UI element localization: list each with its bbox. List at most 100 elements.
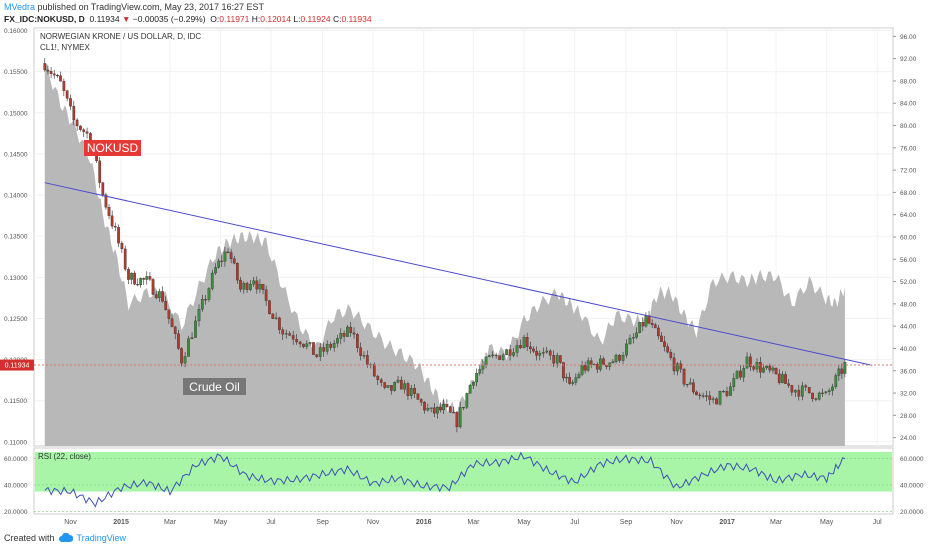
candle-body	[308, 342, 312, 344]
candle-body	[465, 393, 469, 408]
candle-body	[167, 309, 171, 319]
high-value: 0.12014	[260, 14, 291, 24]
candle-body	[840, 368, 844, 374]
candle-body	[325, 343, 329, 352]
candle-body	[711, 398, 715, 400]
candle-body	[725, 390, 729, 396]
candle-body	[245, 283, 249, 290]
candle-body	[742, 368, 746, 378]
right-tick-label: 40.00	[900, 346, 917, 353]
author-link[interactable]: MVedra	[4, 2, 36, 12]
candle-body	[130, 272, 133, 280]
candle-body	[252, 280, 256, 285]
candle-body	[204, 299, 207, 301]
main-price-pane[interactable]: 0.16000 0.15500 0.15000 0.14500 0.14000 0.135…	[0, 27, 917, 514]
x-tick-label: Jul	[873, 519, 882, 526]
candle-body	[242, 283, 246, 290]
candle-body	[484, 356, 488, 365]
candle-body	[555, 355, 559, 364]
candle-body	[831, 386, 834, 391]
candle-body	[356, 334, 359, 348]
x-tick-label: Mar	[770, 519, 783, 526]
candle-body	[519, 345, 522, 349]
candle-body	[302, 343, 305, 347]
candle-body	[685, 383, 689, 386]
candle-body	[512, 352, 515, 356]
candle-body	[365, 355, 369, 365]
candle-body	[548, 350, 552, 356]
right-tick-label: 72.00	[900, 168, 917, 175]
candle-body	[558, 355, 562, 363]
candle-body	[800, 385, 804, 397]
rsi-right-tick: 20.0000	[900, 509, 924, 516]
candle-body	[43, 63, 47, 71]
candle-body	[278, 317, 281, 331]
candle-body	[322, 347, 326, 352]
candle-body	[197, 309, 201, 322]
candle-body	[429, 407, 433, 409]
candle-body	[101, 182, 105, 195]
candle-body	[498, 355, 502, 360]
candle-body	[468, 385, 472, 394]
candle-body	[749, 356, 752, 367]
candle-body	[715, 398, 718, 405]
candle-body	[232, 258, 236, 264]
candle-body	[732, 378, 736, 387]
candle-body	[458, 407, 462, 428]
x-tick-label: 2016	[416, 519, 432, 526]
candle-body	[210, 272, 214, 289]
candle-body	[127, 269, 130, 280]
candle-body	[336, 338, 339, 344]
right-tick-label: 56.00	[900, 257, 917, 264]
candle-body	[565, 376, 568, 379]
candle-body	[708, 395, 712, 400]
high-label: H:	[251, 14, 261, 24]
candle-body	[625, 343, 628, 356]
candle-body	[522, 337, 526, 349]
right-oil-axis: 96.00 92.00 88.00 84.00 80.00 76.00 72.00 68.00…	[893, 34, 917, 442]
rsi-right-tick: 60.0000	[900, 456, 924, 463]
right-tick-label: 32.00	[900, 391, 917, 398]
candle-body	[586, 360, 590, 371]
right-tick-label: 60.00	[900, 235, 917, 242]
candle-body	[765, 365, 768, 369]
candle-body	[220, 260, 224, 262]
candle-body	[409, 388, 413, 396]
candle-body	[56, 75, 59, 77]
candle-body	[158, 291, 161, 299]
candle-body	[787, 383, 791, 386]
right-tick-label: 96.00	[900, 34, 917, 41]
candle-body	[508, 349, 512, 356]
candle-body	[758, 362, 762, 373]
tradingview-brand[interactable]: TradingView	[76, 533, 127, 543]
right-tick-label: 64.00	[900, 212, 917, 219]
candle-body	[568, 376, 571, 384]
candle-body	[52, 73, 56, 76]
rsi-pane[interactable]: 60.0000 60.0000 40.0000 40.0000 20.0000 20.00…	[4, 447, 924, 516]
trendline[interactable]	[44, 182, 873, 366]
left-tick-label: 0.13000	[4, 275, 28, 282]
candle-body	[739, 370, 742, 378]
candle-body	[583, 365, 587, 371]
candle-body	[618, 354, 621, 361]
candle-body	[362, 355, 366, 357]
x-tick-label: Jul	[570, 519, 579, 526]
candle-body	[305, 343, 309, 347]
change-arrow-icon: ▼	[121, 14, 131, 24]
candle-body	[722, 390, 725, 393]
footer: Created with TradingView	[4, 533, 126, 543]
candle-body	[571, 382, 575, 384]
left-tick-label: 0.14000	[4, 193, 28, 200]
candle-body	[133, 272, 136, 285]
candle-body	[455, 412, 459, 428]
candle-body	[487, 355, 491, 357]
ohlc-header: FX_IDC:NOKUSD, D 0.11934 ▼ −0.00035 (−0.…	[4, 14, 372, 24]
x-tick-label: 2015	[113, 519, 129, 526]
nokusd-label-bg	[84, 140, 141, 156]
candle-body	[187, 338, 190, 357]
rsi-label: RSI (22, close)	[38, 452, 91, 461]
candle-body	[329, 343, 333, 348]
candle-body	[491, 354, 495, 356]
right-tick-label: 48.00	[900, 301, 917, 308]
